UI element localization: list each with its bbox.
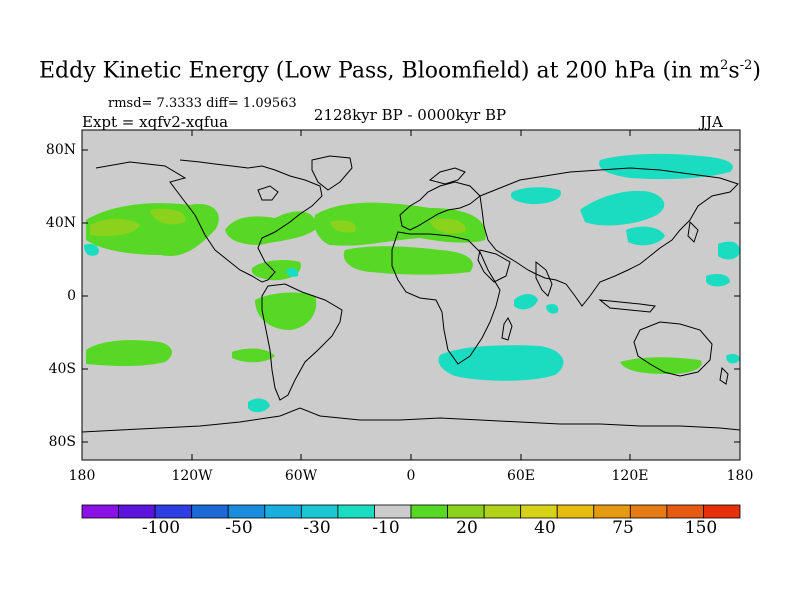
coastline-south-america [261, 283, 343, 401]
anomaly-regions [84, 153, 740, 413]
coastline-new-zealand [719, 366, 729, 385]
coastline-australia [633, 321, 713, 377]
caribbean-cyan [286, 268, 299, 277]
east-edge-cyan-2 [706, 274, 730, 287]
colorbar-label: -100 [141, 518, 181, 538]
colorbar-box [154, 504, 193, 519]
colorbar-box [118, 504, 156, 519]
colorbar-box [447, 504, 485, 519]
siberia-cyan [510, 187, 561, 205]
lon-label: 180 [726, 468, 754, 484]
colorbar-label: 150 [684, 518, 718, 538]
east-south-cyan [726, 353, 740, 364]
colorbar-box [703, 504, 741, 519]
lon-label: 60W [284, 468, 318, 484]
coastline-north-america [95, 159, 323, 283]
mediterranean-light-green [430, 218, 466, 234]
colorbar-box [520, 504, 558, 519]
colorbar-box [593, 504, 631, 519]
colorbar-box [337, 504, 375, 519]
colorbar-box [81, 504, 119, 519]
colorbar-box [227, 504, 266, 519]
colorbar-box [300, 504, 339, 519]
north-pacific-light-green [90, 218, 140, 237]
tick-marks [82, 130, 740, 460]
north-pacific-edge-cyan [84, 244, 99, 256]
colorbar-label: 20 [456, 518, 478, 538]
colorbar-box [410, 504, 448, 519]
south-pacific-east-cyan [248, 398, 270, 413]
east-edge-cyan [718, 241, 740, 260]
coastline-scandinavia [428, 167, 466, 185]
season-label: JJA [700, 113, 723, 131]
colorbar-label: 75 [612, 518, 634, 538]
tropical-indian-cyan [514, 294, 538, 310]
south-atlantic-cyan [498, 352, 519, 364]
indian-small-cyan [546, 304, 559, 314]
coastline-antarctica [81, 407, 741, 433]
arctic-cyan [599, 153, 733, 180]
colorbar [81, 504, 741, 519]
coastline-india [535, 260, 553, 297]
lon-label: 180 [68, 468, 96, 484]
coastline-africa [391, 231, 501, 365]
coastline-japan [687, 220, 699, 243]
coastline-indonesia [598, 299, 656, 313]
colorbar-box [629, 504, 668, 519]
west-africa-green [343, 246, 473, 275]
coastlines [81, 155, 741, 433]
atlantic-light-green [330, 220, 356, 233]
colorbar-box [264, 504, 302, 519]
lat-label: 80N [45, 142, 76, 158]
coastline-europe [399, 181, 481, 231]
japan-cyan [626, 226, 665, 246]
lon-label: 0 [406, 468, 416, 484]
south-indian-cyan [438, 345, 564, 381]
colorbar-box [374, 504, 412, 519]
south-pacific-green [86, 340, 172, 366]
colorbar-label: -30 [303, 518, 331, 538]
period-label: 2128kyr BP - 0000kyr BP [313, 106, 507, 124]
colorbar-label: 40 [534, 518, 556, 538]
coastline-madagascar [501, 317, 513, 341]
coastline-asia [479, 167, 739, 307]
north-pacific-green [86, 203, 219, 256]
east-asia-cyan [580, 190, 665, 226]
lat-label: 40S [48, 361, 76, 377]
colorbar-box [666, 504, 704, 519]
lon-label: 120W [171, 468, 213, 484]
australia-green [620, 357, 702, 374]
colorbar-box [191, 504, 229, 519]
colorbar-box [556, 504, 595, 519]
lat-label: 80S [48, 434, 76, 450]
coastline-arabia [477, 249, 511, 283]
east-pacific-light-green [150, 208, 186, 225]
experiment-label: Expt = xqfv2-xqfua [82, 113, 229, 131]
lat-label: 40N [45, 215, 76, 231]
lon-label: 120E [611, 468, 649, 484]
map-background [82, 130, 740, 460]
coastline-hudson-bay [257, 185, 279, 201]
lon-label: 60E [506, 468, 536, 484]
chart-title: Eddy Kinetic Energy (Low Pass, Bloomfiel… [39, 58, 761, 84]
coastline-greenland [311, 155, 353, 191]
colorbar-label: -50 [225, 518, 253, 538]
colorbar-box [483, 504, 522, 519]
colorbar-label: -10 [372, 518, 400, 538]
stats-label: rmsd= 7.3333 diff= 1.09563 [108, 96, 297, 111]
lat-label: 0 [67, 288, 76, 304]
south-east-pacific-green [255, 292, 317, 330]
south-pacific-mid-green [232, 348, 275, 363]
